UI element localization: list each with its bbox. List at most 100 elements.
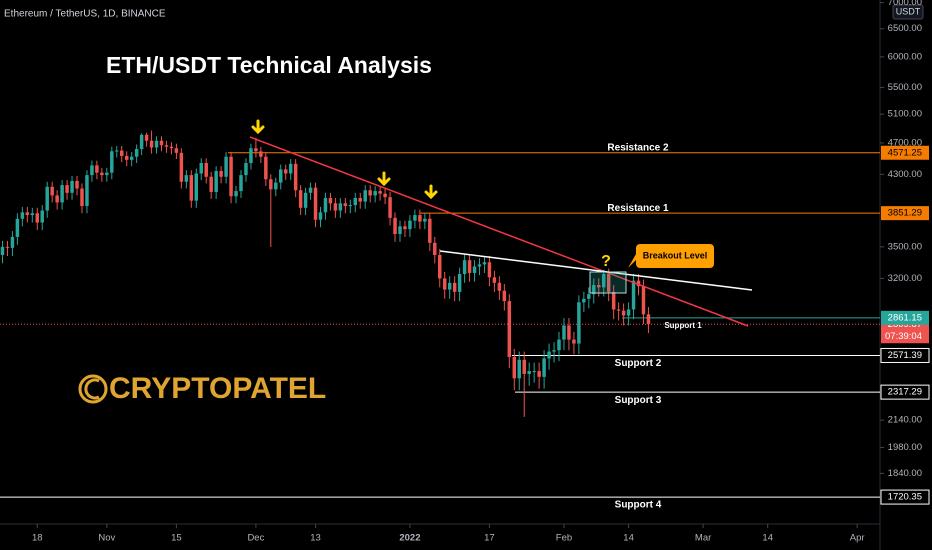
candle-body (641, 286, 646, 315)
candle-body (333, 203, 338, 211)
candle-body (5, 246, 10, 248)
candle-body (308, 187, 313, 193)
candle-body (279, 169, 283, 183)
y-tick-label: 4700.00 (888, 137, 922, 148)
candle-body (274, 182, 278, 190)
candle-body (497, 282, 502, 291)
candle-body (423, 218, 427, 222)
arrow (251, 119, 265, 135)
candle-body (110, 151, 114, 173)
candle-body (472, 266, 477, 273)
candle-body (164, 145, 169, 147)
candle-body (557, 339, 561, 351)
candle-body (80, 188, 84, 207)
y-tick-label: 5500.00 (888, 82, 922, 93)
level-label: Support 2 (615, 358, 662, 369)
level-label: Resistance 2 (607, 142, 669, 153)
candle-body (25, 212, 30, 216)
candle-body (601, 274, 606, 288)
candle-body (134, 149, 139, 157)
candle-body (60, 185, 64, 203)
candle-body (507, 301, 512, 358)
logo-c (84, 378, 100, 400)
level-price-box (881, 310, 929, 325)
candle-body (184, 175, 189, 182)
candle-body (20, 212, 25, 219)
x-tick-label: 15 (171, 533, 182, 544)
currency: USDT (896, 6, 921, 16)
x-tick-label: Dec (247, 533, 264, 544)
candle-body (144, 134, 149, 141)
candle-body (293, 163, 298, 191)
level-label: Support 3 (615, 395, 662, 406)
candle-body (85, 175, 89, 207)
candle-body (254, 148, 258, 152)
candle-body (552, 350, 556, 352)
candle-body (611, 291, 616, 310)
level-price-label: 4571.25 (888, 147, 922, 158)
candle-body (120, 150, 124, 156)
candle-body (269, 179, 273, 190)
x-tick-label: Nov (98, 533, 115, 544)
candle-body (45, 186, 49, 211)
candle-body (169, 146, 174, 149)
level-label: Support 4 (615, 500, 662, 511)
level-price-box (880, 347, 930, 363)
y-tick-label: 7000.00 (888, 0, 922, 8)
y-tick-label: 4300.00 (888, 169, 922, 180)
plot-area (0, 130, 880, 498)
x-tick-label: 13 (310, 533, 321, 544)
candle-body (115, 150, 119, 152)
level-price-box (880, 489, 930, 505)
candle-body (646, 314, 651, 325)
candle-body (492, 277, 497, 283)
level-price-box (880, 384, 930, 400)
candle-body (338, 203, 343, 211)
logo: CRYPTOPATEL (109, 372, 326, 405)
candle-body (572, 339, 576, 344)
symbol: Ethereum / TetherUS, 1D, BINANCE (4, 9, 166, 20)
level-price-box (881, 206, 929, 221)
candle-body (75, 180, 79, 189)
candle-body (398, 226, 402, 234)
arrow (424, 184, 438, 200)
candle-body (587, 294, 591, 299)
candle-body (452, 282, 457, 292)
candle-body (512, 357, 517, 379)
x-tick-label: Apr (850, 533, 865, 544)
currency-box (892, 4, 924, 20)
candle-body (547, 351, 551, 359)
trend-line (249, 136, 749, 327)
candle-body (30, 213, 35, 216)
x-tick-label: Mar (695, 533, 711, 544)
candle-body (283, 169, 288, 174)
candle-body (353, 198, 358, 206)
callout-text: Breakout Level (643, 250, 708, 260)
candle-body (606, 274, 611, 292)
candle-body (244, 163, 248, 176)
candle-body (199, 163, 203, 174)
countdown: 07:39:04 (885, 331, 922, 342)
candle-body (537, 371, 541, 377)
candle-body (318, 212, 323, 220)
candle-body (522, 359, 526, 374)
candle-body (408, 220, 412, 230)
candle-body (567, 325, 571, 340)
candle-body (50, 186, 54, 196)
candle-body (502, 290, 507, 302)
level-label: Support 1 (664, 321, 702, 330)
candle-body (204, 163, 208, 177)
candle-body (239, 175, 243, 192)
candle-body (194, 173, 199, 201)
candle-body (124, 155, 129, 160)
candle-body (542, 358, 546, 377)
y-tick-label: 5100.00 (888, 109, 922, 120)
candle-body (288, 163, 293, 174)
candle-body (388, 197, 392, 218)
candle-body (70, 180, 74, 193)
candle-body (477, 264, 482, 267)
candle-body (616, 309, 621, 311)
y-tick-label: 6000.00 (888, 51, 922, 62)
